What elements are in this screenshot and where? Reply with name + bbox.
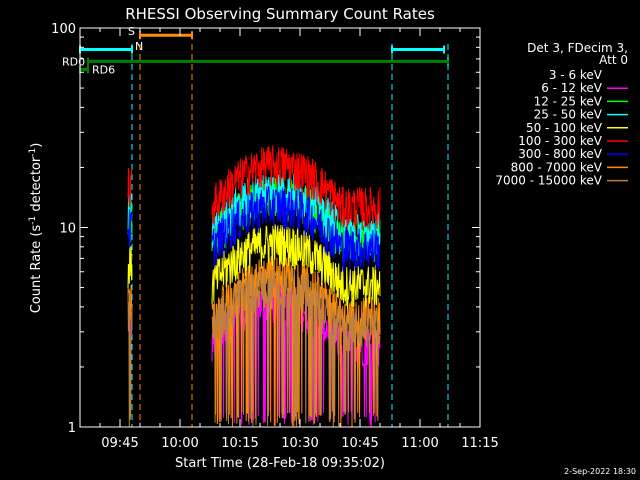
legend-entry-label: 12 - 25 keV [534, 94, 603, 108]
series-trace [127, 167, 133, 207]
legend-header-line-1: Det 3, FDecim 3, [527, 41, 628, 55]
x-tick-label: 10:15 [221, 436, 258, 451]
legend-entry-label: 300 - 800 keV [518, 147, 602, 161]
x-tick-label: 10:45 [341, 436, 378, 451]
vertical-markers [131, 44, 449, 427]
axis-ticks: 09:45 10:00 10:15 10:30 10:45 11:00 11:15 1 10 10… [51, 22, 499, 451]
y-tick-label: 100 [51, 22, 76, 37]
legend-entry-label: 3 - 6 keV [549, 68, 603, 82]
legend-entry-label: 100 - 300 keV [518, 134, 602, 148]
x-tick-label: 11:00 [401, 436, 438, 451]
flag-label: RD6 [92, 63, 115, 76]
series-trace [211, 185, 381, 272]
flag-label: RD0 [62, 55, 85, 68]
flag-label: S [128, 25, 135, 38]
series-trace [127, 209, 133, 249]
y-tick-label: 1 [68, 421, 76, 436]
legend-entry-label: 50 - 100 keV [526, 121, 603, 135]
chart-title: RHESSI Observing Summary Count Rates [125, 5, 435, 23]
series-trace [211, 267, 381, 427]
footer-date: 2-Sep-2022 18:30 [564, 467, 636, 476]
plot-area: S RD0 RD6 N 09:45 10:00 10:15 10:30 10:45 11:00 1… [51, 22, 499, 451]
legend-entry-label: 6 - 12 keV [541, 81, 603, 95]
flag-label: N [135, 40, 143, 53]
legend-header-line-2: Att 0 [599, 53, 628, 67]
x-tick-label: 11:15 [461, 436, 498, 451]
x-tick-label: 09:45 [101, 436, 138, 451]
series-trace [127, 246, 133, 289]
legend-entry-label: 25 - 50 keV [534, 108, 603, 122]
x-tick-label: 10:30 [281, 436, 318, 451]
x-axis-label: Start Time (28-Feb-18 09:35:02) [175, 456, 385, 471]
series-traces [127, 145, 381, 428]
legend-entry-label: 800 - 7000 keV [511, 160, 603, 174]
series-trace [211, 224, 381, 309]
series-trace [127, 289, 133, 428]
series-trace [211, 145, 381, 231]
y-tick-label: 10 [59, 222, 76, 237]
x-tick-label: 10:00 [161, 436, 198, 451]
legend-entry-label: 7000 - 15000 keV [495, 174, 602, 188]
y-axis-label: Count Rate (s-1 detector-1) [28, 143, 44, 314]
